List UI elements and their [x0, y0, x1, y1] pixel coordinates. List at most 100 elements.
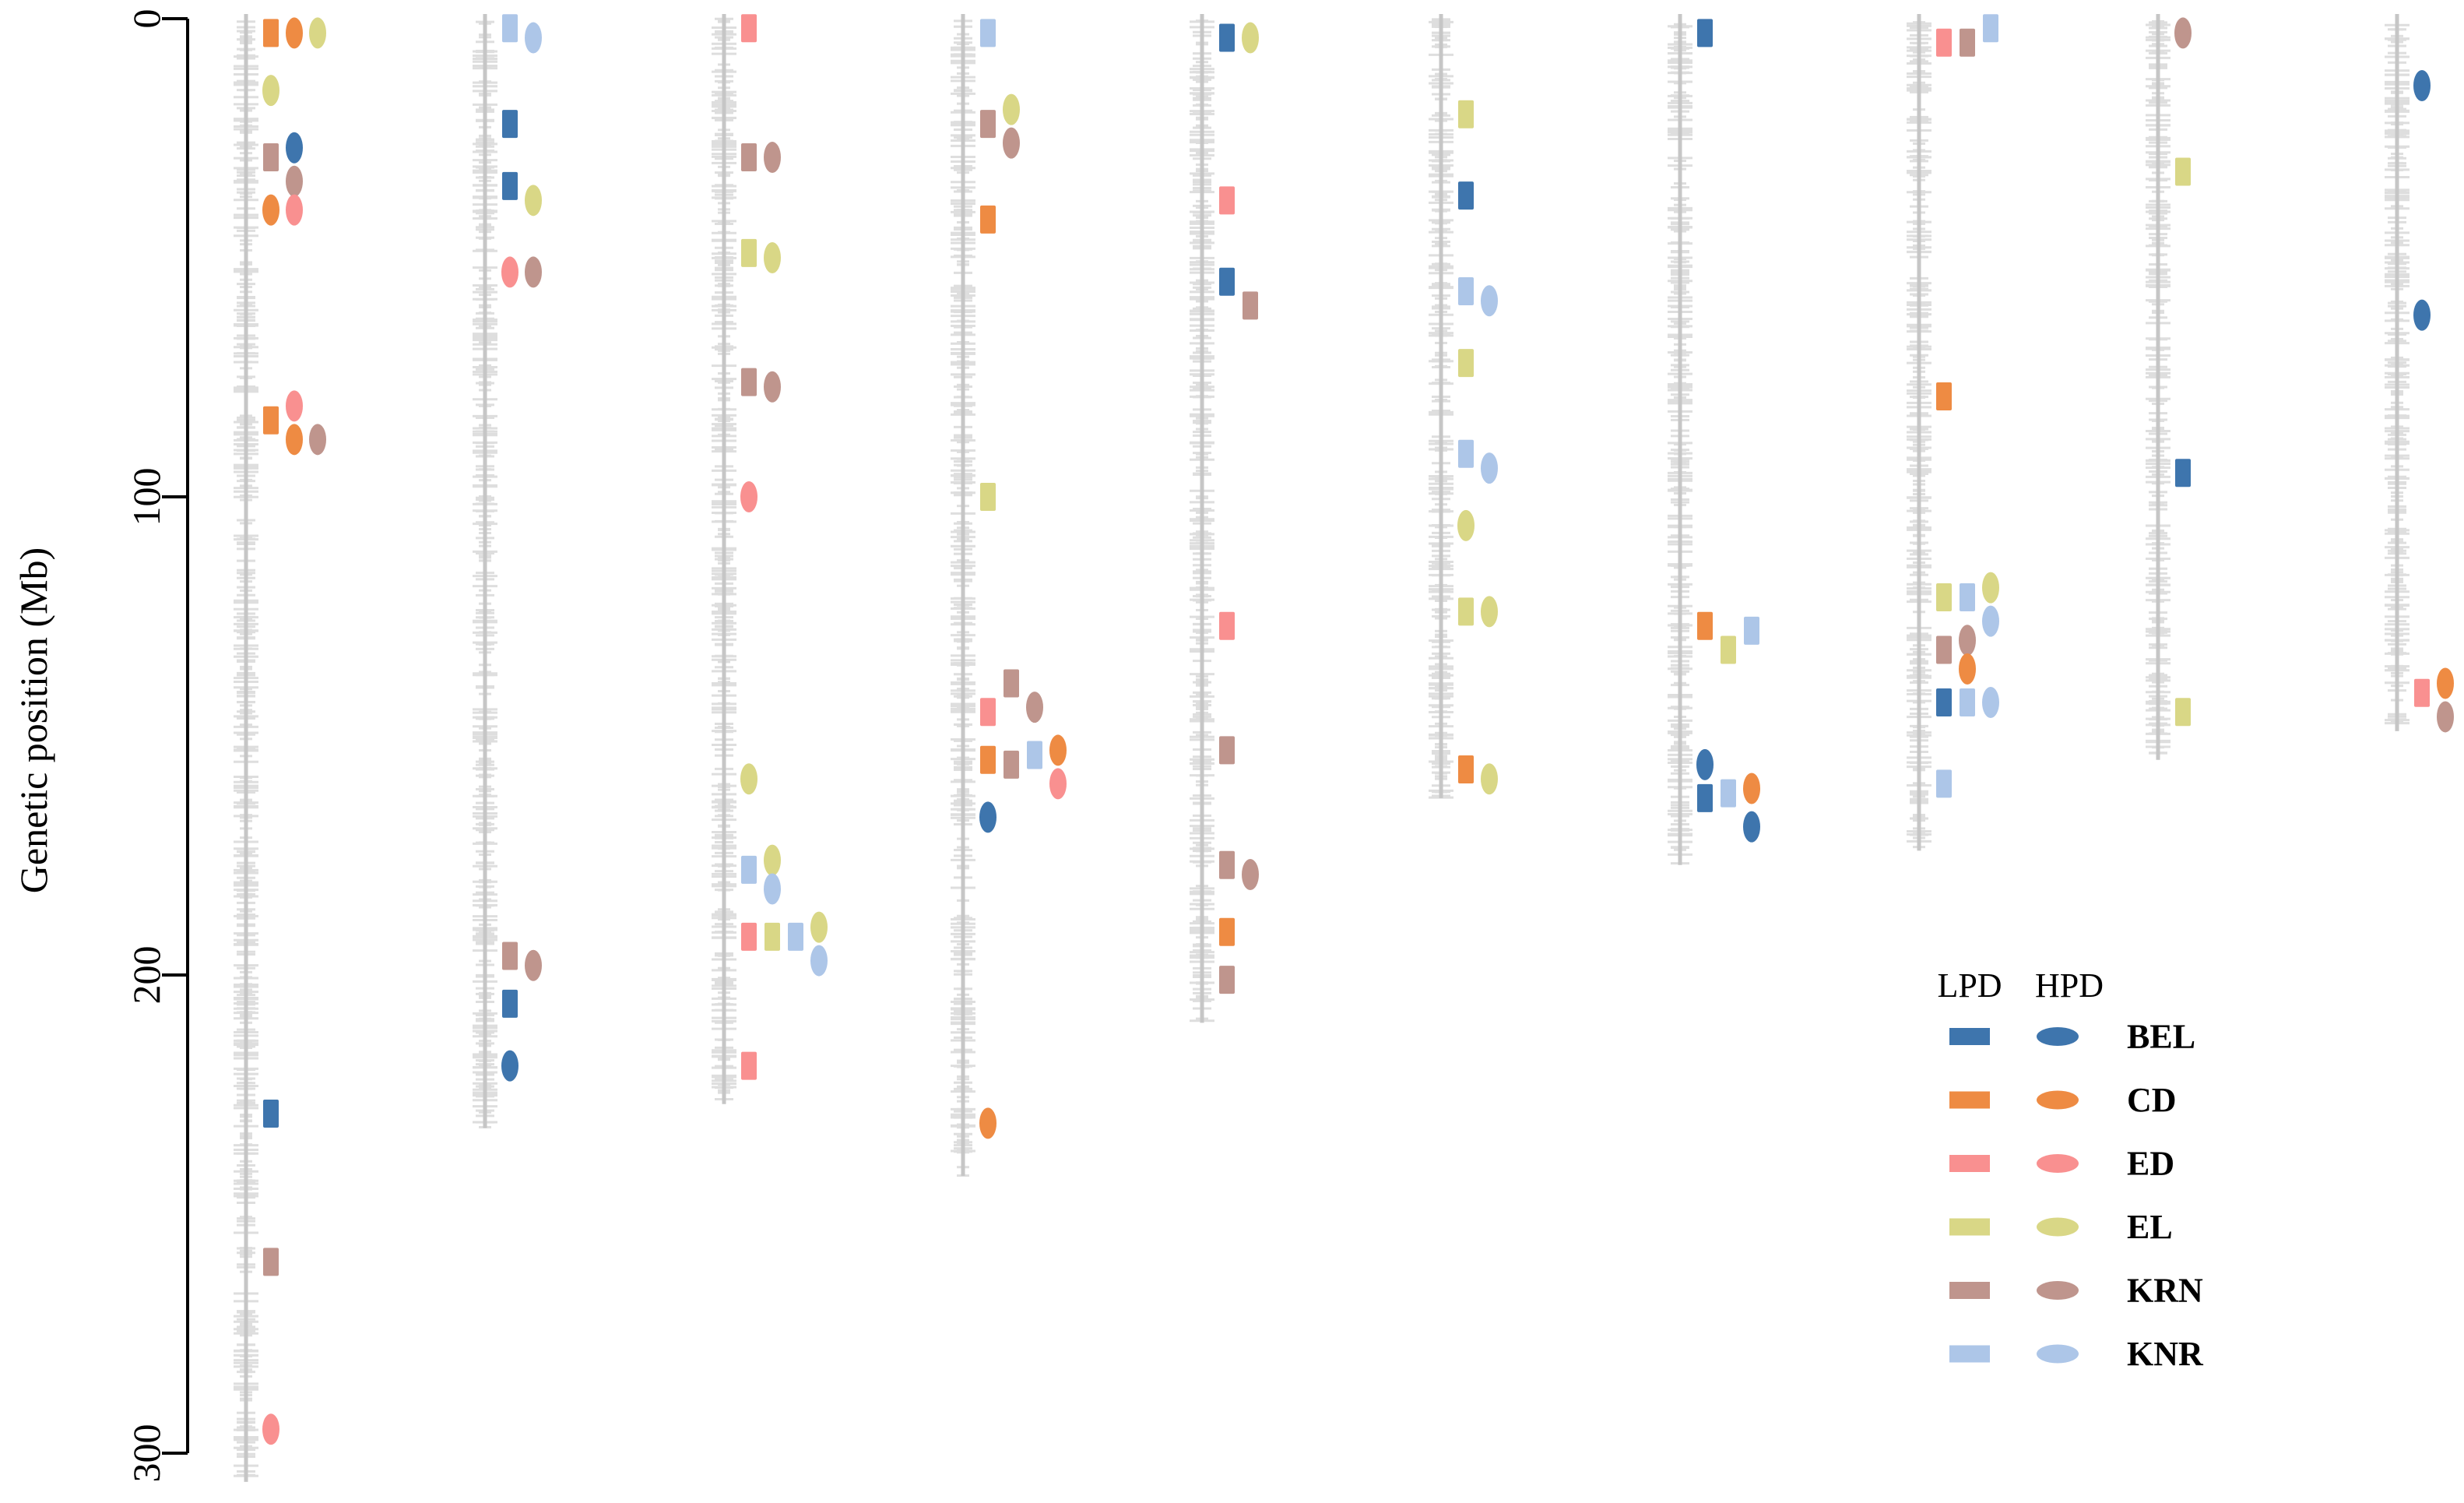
legend-swatch-hpd — [2037, 1154, 2079, 1173]
qtl-knr-lpd — [788, 922, 803, 951]
qtl-knr-lpd — [980, 19, 996, 48]
marker-ticks — [234, 20, 258, 1477]
qtl-el-hpd — [740, 763, 757, 795]
legend-swatch-hpd — [2037, 1090, 2079, 1110]
qtl-ed-hpd — [1049, 768, 1067, 800]
qtl-krn-lpd — [502, 942, 518, 970]
qtl-knr-hpd — [764, 873, 781, 905]
qtl-krn-hpd — [2437, 701, 2454, 733]
qtl-krn-hpd — [525, 256, 542, 288]
qtl-cd-lpd — [1219, 917, 1235, 946]
qtl-cd-lpd — [980, 745, 996, 774]
chromosome-10 — [2385, 14, 2454, 733]
qtl-cd-lpd — [1697, 611, 1713, 640]
qtl-el-lpd — [1458, 597, 1474, 626]
qtl-el-lpd — [1936, 583, 1952, 611]
qtl-el-hpd — [1457, 509, 1475, 541]
legend-label: BEL — [2127, 1018, 2195, 1056]
chromosome-1 — [234, 14, 326, 1482]
qtl-knr-hpd — [1481, 285, 1498, 317]
qtl-bel-lpd — [502, 171, 518, 200]
qtl-knr-lpd — [1960, 688, 1975, 717]
qtl-cd-lpd — [263, 406, 279, 435]
qtl-knr-lpd — [1983, 14, 1998, 43]
legend-swatch-lpd — [1949, 1345, 1990, 1363]
qtl-krn-lpd — [1243, 291, 1258, 320]
qtl-krn-lpd — [1004, 750, 1019, 779]
qtl-krn-hpd — [1959, 625, 1976, 656]
qtl-knr-lpd — [1458, 439, 1474, 468]
qtl-bel-hpd — [979, 801, 996, 833]
qtl-ed-hpd — [262, 1413, 279, 1445]
qtl-bel-lpd — [2175, 459, 2191, 488]
legend-label: CD — [2127, 1081, 2177, 1119]
qtl-cd-hpd — [2437, 667, 2454, 699]
qtl-bel-lpd — [263, 1100, 279, 1128]
qtl-el-hpd — [810, 911, 828, 943]
legend-row-knr: KNR — [1949, 1335, 2204, 1373]
qtl-knr-lpd — [741, 855, 757, 884]
qtl-cd-hpd — [979, 1107, 996, 1139]
chromosome-7 — [1668, 14, 1760, 865]
qtl-krn-hpd — [1003, 127, 1020, 159]
qtl-bel-hpd — [2413, 69, 2431, 101]
qtl-krn-hpd — [1242, 859, 1259, 891]
legend-header-lpd: LPD — [1937, 966, 2002, 1005]
qtl-bel-lpd — [1219, 267, 1235, 296]
qtl-ed-lpd — [1219, 186, 1235, 215]
legend-swatch-hpd — [2037, 1027, 2079, 1046]
qtl-knr-hpd — [525, 22, 542, 54]
qtl-krn-lpd — [1004, 669, 1019, 698]
qtl-ed-lpd — [1936, 28, 1952, 57]
qtl-cd-lpd — [1936, 382, 1952, 411]
qtl-krn-hpd — [764, 142, 781, 174]
qtl-krn-hpd — [764, 371, 781, 403]
legend-header-hpd: HPD — [2035, 966, 2104, 1005]
qtl-cd-hpd — [262, 194, 279, 226]
qtl-ed-hpd — [501, 256, 518, 288]
qtl-krn-lpd — [263, 1248, 279, 1276]
legend-swatch-hpd — [2037, 1344, 2079, 1364]
legend-label: KNR — [2127, 1335, 2204, 1373]
qtl-knr-lpd — [1721, 779, 1736, 808]
qtl-el-lpd — [741, 238, 757, 267]
qtl-cd-hpd — [1049, 734, 1067, 766]
qtl-el-lpd — [1458, 100, 1474, 128]
legend-swatch-hpd — [2037, 1281, 2079, 1300]
qtl-bel-hpd — [1743, 811, 1760, 843]
qtl-cd-hpd — [1959, 653, 1976, 685]
qtl-el-hpd — [1481, 763, 1498, 795]
qtl-knr-lpd — [1744, 616, 1759, 645]
legend-swatch-lpd — [1949, 1282, 1990, 1299]
legend-swatch-lpd — [1949, 1028, 1990, 1045]
y-tick-label-200: 200 — [125, 946, 168, 1005]
legend-swatch-lpd — [1949, 1155, 1990, 1172]
legend-swatch-lpd — [1949, 1218, 1990, 1236]
qtl-el-lpd — [2175, 157, 2191, 186]
legend-label: ED — [2127, 1145, 2174, 1183]
qtl-krn-hpd — [2174, 17, 2192, 49]
qtl-el-hpd — [1481, 596, 1498, 628]
qtl-ed-hpd — [286, 390, 303, 422]
legend-row-krn: KRN — [1949, 1272, 2203, 1310]
qtl-krn-lpd — [1219, 966, 1235, 994]
qtl-knr-lpd — [1960, 583, 1975, 611]
chromosome-9 — [2146, 14, 2192, 760]
qtl-cd-hpd — [286, 17, 303, 49]
qtl-knr-lpd — [1027, 741, 1042, 769]
legend-row-ed: ED — [1949, 1145, 2174, 1183]
legend-row-cd: CD — [1949, 1081, 2177, 1119]
qtl-krn-hpd — [1026, 692, 1043, 723]
qtl-el-hpd — [764, 242, 781, 273]
qtl-krn-lpd — [741, 143, 757, 172]
y-tick-label-100: 100 — [125, 468, 168, 526]
qtl-bel-lpd — [1697, 783, 1713, 812]
qtl-ed-lpd — [2414, 678, 2430, 707]
y-tick-label-300: 300 — [125, 1424, 168, 1483]
qtl-knr-lpd — [1458, 276, 1474, 305]
qtl-bel-lpd — [1458, 181, 1474, 210]
qtl-el-hpd — [764, 844, 781, 876]
qtl-el-lpd — [1458, 349, 1474, 378]
y-axis: 0 100 200 300 Genetic position (Mb) — [12, 9, 189, 1483]
